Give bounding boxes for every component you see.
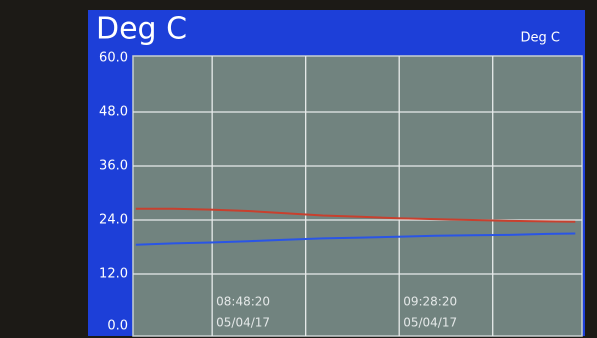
unit-label: Deg C: [521, 31, 560, 46]
y-tick-label: 60.0: [99, 51, 128, 66]
x-tick-label: 09:28:20: [403, 295, 457, 309]
y-tick-label: 36.0: [99, 159, 128, 174]
chart-title: Deg C: [96, 12, 187, 47]
x-tick-label: 08:48:20: [216, 295, 270, 309]
y-tick-label: 12.0: [99, 267, 128, 282]
x-tick-date: 05/04/17: [216, 316, 270, 330]
y-tick-label: 24.0: [99, 213, 128, 228]
y-tick-label: 48.0: [99, 105, 128, 120]
x-tick-date: 05/04/17: [403, 316, 457, 330]
y-tick-label: 0.0: [107, 319, 128, 334]
screen: Deg C Deg C 0.0 12.0 24.0 36.0 48.0 60.0 08:48…: [0, 0, 597, 338]
plot-area: [133, 56, 582, 336]
